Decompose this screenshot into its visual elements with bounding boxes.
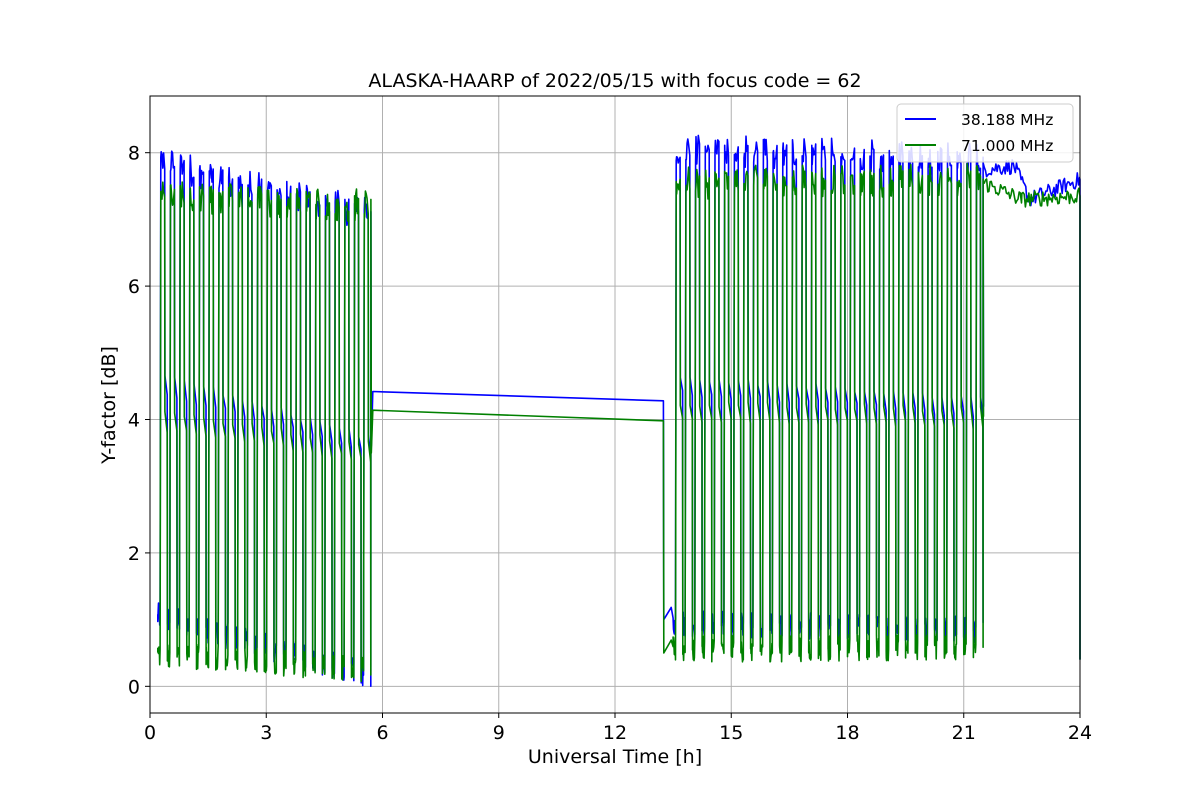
legend-label-38mhz: 38.188 MHz <box>961 111 1053 129</box>
plot-lines <box>157 134 1081 687</box>
y-tick-label: 2 <box>128 543 140 565</box>
x-tick-label: 0 <box>144 722 156 744</box>
y-tick-label: 6 <box>128 276 140 298</box>
x-tick-label: 18 <box>835 722 859 744</box>
legend-box <box>896 103 1074 163</box>
x-tick-label: 21 <box>952 722 976 744</box>
x-tick-label: 12 <box>603 722 627 744</box>
y-tick-label: 4 <box>128 410 140 432</box>
legend-label-71mhz: 71.000 MHz <box>961 137 1053 155</box>
x-tick-label: 15 <box>719 722 743 744</box>
legend: 38.188 MHz 71.000 MHz <box>896 103 1074 163</box>
x-axis-label: Universal Time [h] <box>528 746 702 768</box>
x-tick-label: 3 <box>260 722 272 744</box>
chart-title: ALASKA-HAARP of 2022/05/15 with focus co… <box>368 70 861 92</box>
x-tick-label: 24 <box>1068 722 1092 744</box>
y-axis-label: Y-factor [dB] <box>98 346 120 465</box>
x-tick-label: 9 <box>493 722 505 744</box>
y-tick-label: 8 <box>128 143 140 165</box>
y-tick-label: 0 <box>128 676 140 698</box>
series-line-1 <box>157 162 1081 683</box>
x-tick-label: 6 <box>376 722 388 744</box>
